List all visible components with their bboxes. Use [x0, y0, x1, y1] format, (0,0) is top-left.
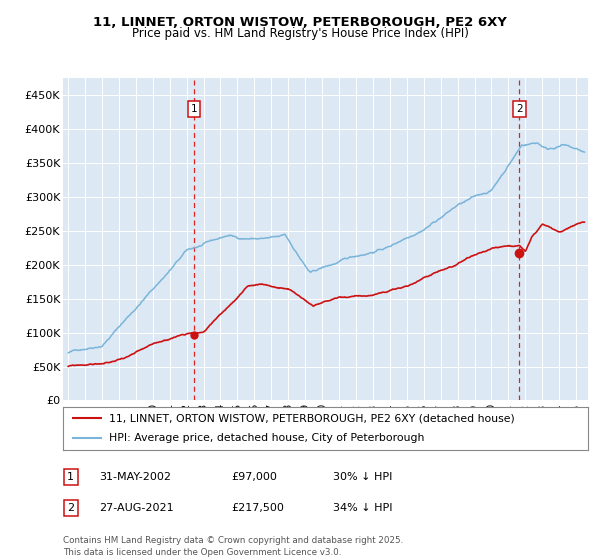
Text: £97,000: £97,000 [231, 472, 277, 482]
Text: 2: 2 [67, 503, 74, 513]
Text: 27-AUG-2021: 27-AUG-2021 [99, 503, 173, 513]
Text: Price paid vs. HM Land Registry's House Price Index (HPI): Price paid vs. HM Land Registry's House … [131, 27, 469, 40]
Text: £217,500: £217,500 [231, 503, 284, 513]
Text: 1: 1 [190, 104, 197, 114]
Text: 11, LINNET, ORTON WISTOW, PETERBOROUGH, PE2 6XY (detached house): 11, LINNET, ORTON WISTOW, PETERBOROUGH, … [109, 413, 515, 423]
Text: 11, LINNET, ORTON WISTOW, PETERBOROUGH, PE2 6XY: 11, LINNET, ORTON WISTOW, PETERBOROUGH, … [93, 16, 507, 29]
Text: 31-MAY-2002: 31-MAY-2002 [99, 472, 171, 482]
Text: 30% ↓ HPI: 30% ↓ HPI [333, 472, 392, 482]
Text: 34% ↓ HPI: 34% ↓ HPI [333, 503, 392, 513]
Text: 2: 2 [516, 104, 523, 114]
Text: Contains HM Land Registry data © Crown copyright and database right 2025.
This d: Contains HM Land Registry data © Crown c… [63, 536, 403, 557]
Text: 1: 1 [67, 472, 74, 482]
Text: HPI: Average price, detached house, City of Peterborough: HPI: Average price, detached house, City… [109, 433, 425, 444]
